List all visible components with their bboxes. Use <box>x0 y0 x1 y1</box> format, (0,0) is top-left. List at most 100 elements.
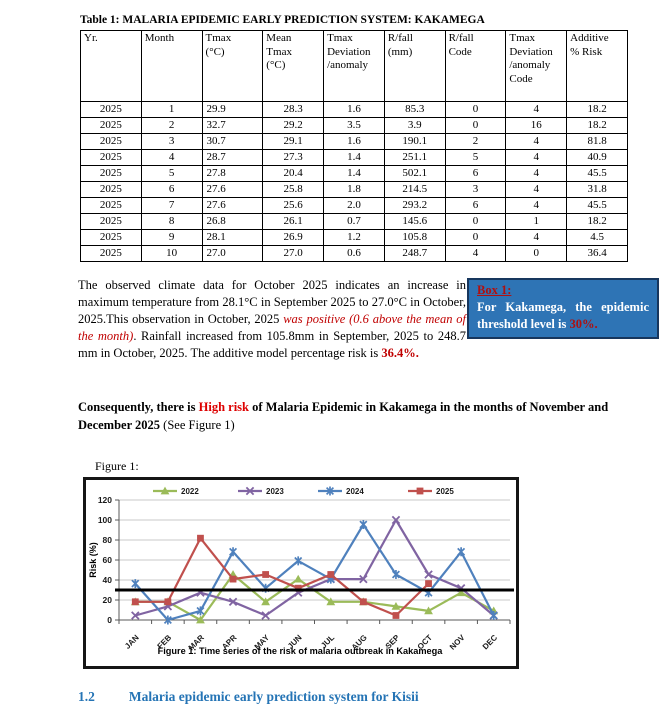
table-cell: 2.0 <box>323 197 385 214</box>
table-cell: 5 <box>140 165 203 182</box>
data-point-marker <box>425 580 432 587</box>
table-cell: 0.6 <box>323 245 385 262</box>
table-cell: 2025 <box>80 101 142 118</box>
data-point-marker <box>392 612 400 619</box>
table-row: 2025 10 27.0 27.0 0.6 248.7 4 0 36.4 <box>80 245 628 262</box>
legend-label-2025: 2025 <box>436 487 454 496</box>
table-row: 2025 4 28.7 27.3 1.4 251.1 5 4 40.9 <box>80 149 628 166</box>
table-cell: 105.8 <box>383 229 446 246</box>
x-tick-label: NOV <box>448 633 467 652</box>
table-cell: 7 <box>140 197 203 214</box>
table-cell: 214.5 <box>383 181 446 198</box>
table-cell: 4 <box>505 181 568 198</box>
table-cell: 27.0 <box>262 245 325 262</box>
data-point-marker <box>457 547 466 557</box>
section-number: 1.2 <box>78 689 95 704</box>
table-cell: 27.3 <box>262 149 325 166</box>
table-cell: 2025 <box>80 133 142 150</box>
data-point-marker <box>196 615 205 624</box>
table-cell: 28.1 <box>201 229 264 246</box>
section-title: Malaria epidemic early prediction system… <box>128 689 419 704</box>
series-line-2024 <box>134 523 495 622</box>
table-cell: 29.1 <box>262 133 325 150</box>
series-line-2023 <box>134 518 495 617</box>
table-cell: 1.8 <box>323 181 385 198</box>
table-cell: 0 <box>444 229 507 246</box>
data-point-marker <box>131 579 140 589</box>
table-cell: 1.2 <box>323 229 385 246</box>
table-cell: 32.7 <box>201 117 264 134</box>
data-point-marker <box>359 574 368 584</box>
table-cell: 40.9 <box>566 149 628 166</box>
legend-label-2022: 2022 <box>181 487 199 496</box>
table-cell: 2 <box>444 133 507 150</box>
y-tick-label: 80 <box>103 535 113 545</box>
table-cell: 27.8 <box>201 165 264 182</box>
column-header: Tmax Deviation /anomaly Code <box>505 30 568 102</box>
table-cell: 3 <box>140 133 203 150</box>
table-header: Yr. Month Tmax (°C) Mean Tmax (°C) Tmax Devi… <box>80 30 628 102</box>
data-point-marker <box>164 598 172 606</box>
column-header: Tmax Deviation /anomaly <box>323 30 385 102</box>
table-cell: 28.7 <box>201 149 264 166</box>
y-axis-title: Risk (%) <box>88 542 98 578</box>
data-point-marker <box>245 486 255 496</box>
box1-callout: Box 1: For Kakamega, the epidemic thresho… <box>467 278 659 339</box>
conclusion-paragraph: Consequently, there is High risk of Mala… <box>78 399 646 434</box>
series-line-2025 <box>135 537 430 617</box>
y-tick-label: 40 <box>103 575 113 585</box>
data-point-marker <box>261 597 271 606</box>
table-cell: 4 <box>505 133 568 150</box>
table-cell: 2025 <box>80 181 142 198</box>
data-point-marker <box>262 571 270 578</box>
table-cell: 2025 <box>80 149 142 166</box>
table-cell: 4 <box>505 165 568 182</box>
table-cell: 293.2 <box>383 197 446 214</box>
table-cell: 4 <box>444 245 507 262</box>
y-tick-label: 120 <box>98 495 112 505</box>
data-point-marker <box>424 606 433 615</box>
y-tick-label: 60 <box>103 555 113 565</box>
table-row: 2025 8 26.8 26.1 0.7 145.6 0 1 18.2 <box>80 213 628 230</box>
table-cell: 85.3 <box>383 101 446 118</box>
table-cell: 2025 <box>80 117 142 134</box>
y-tick-label: 20 <box>103 595 113 605</box>
data-point-marker <box>163 615 172 625</box>
paragraph-text: The observed climate data for October 20… <box>78 278 466 326</box>
data-point-marker <box>196 606 205 616</box>
data-point-marker <box>489 611 498 620</box>
box1-title: Box 1: <box>477 283 512 297</box>
column-header: Additive % Risk <box>566 30 628 102</box>
data-point-marker <box>416 487 424 495</box>
table-row: 2025 3 30.7 29.1 1.6 190.1 2 4 81.8 <box>80 133 628 150</box>
y-tick-label: 100 <box>98 515 112 525</box>
data-point-marker <box>391 602 401 610</box>
table-cell: 45.5 <box>566 165 628 182</box>
table-cell: 6 <box>140 181 203 198</box>
table-cell: 4 <box>140 149 203 166</box>
table-cell: 8 <box>140 213 203 230</box>
data-point-marker <box>391 570 400 579</box>
box1-text: For Kakamega, the epidemic threshold lev… <box>477 300 649 331</box>
table-cell: 27.0 <box>201 245 264 262</box>
table-cell: 10 <box>140 245 203 262</box>
data-point-marker <box>325 486 335 496</box>
table-cell: 29.2 <box>262 117 325 134</box>
table-cell: 2025 <box>80 165 142 182</box>
table-row: 2025 6 27.6 25.8 1.8 214.5 3 4 31.8 <box>80 181 628 198</box>
table-row: 2025 2 32.7 29.2 3.5 3.9 0 16 18.2 <box>80 117 628 134</box>
section-heading: 1.2 Malaria epidemic early prediction sys… <box>78 689 419 705</box>
table-cell: 1 <box>140 101 203 118</box>
data-point-marker <box>228 597 238 607</box>
table-cell: 6 <box>444 197 507 214</box>
table-cell: 0 <box>444 101 507 118</box>
table-cell: 26.9 <box>262 229 325 246</box>
table-cell: 25.6 <box>262 197 325 214</box>
data-point-marker <box>456 588 466 597</box>
table-cell: 20.4 <box>262 165 325 182</box>
table-cell: 4 <box>505 149 568 166</box>
table-cell: 3.9 <box>383 117 446 134</box>
x-tick-label: JAN <box>123 633 141 651</box>
data-point-marker <box>294 584 302 592</box>
table-cell: 5 <box>444 149 507 166</box>
